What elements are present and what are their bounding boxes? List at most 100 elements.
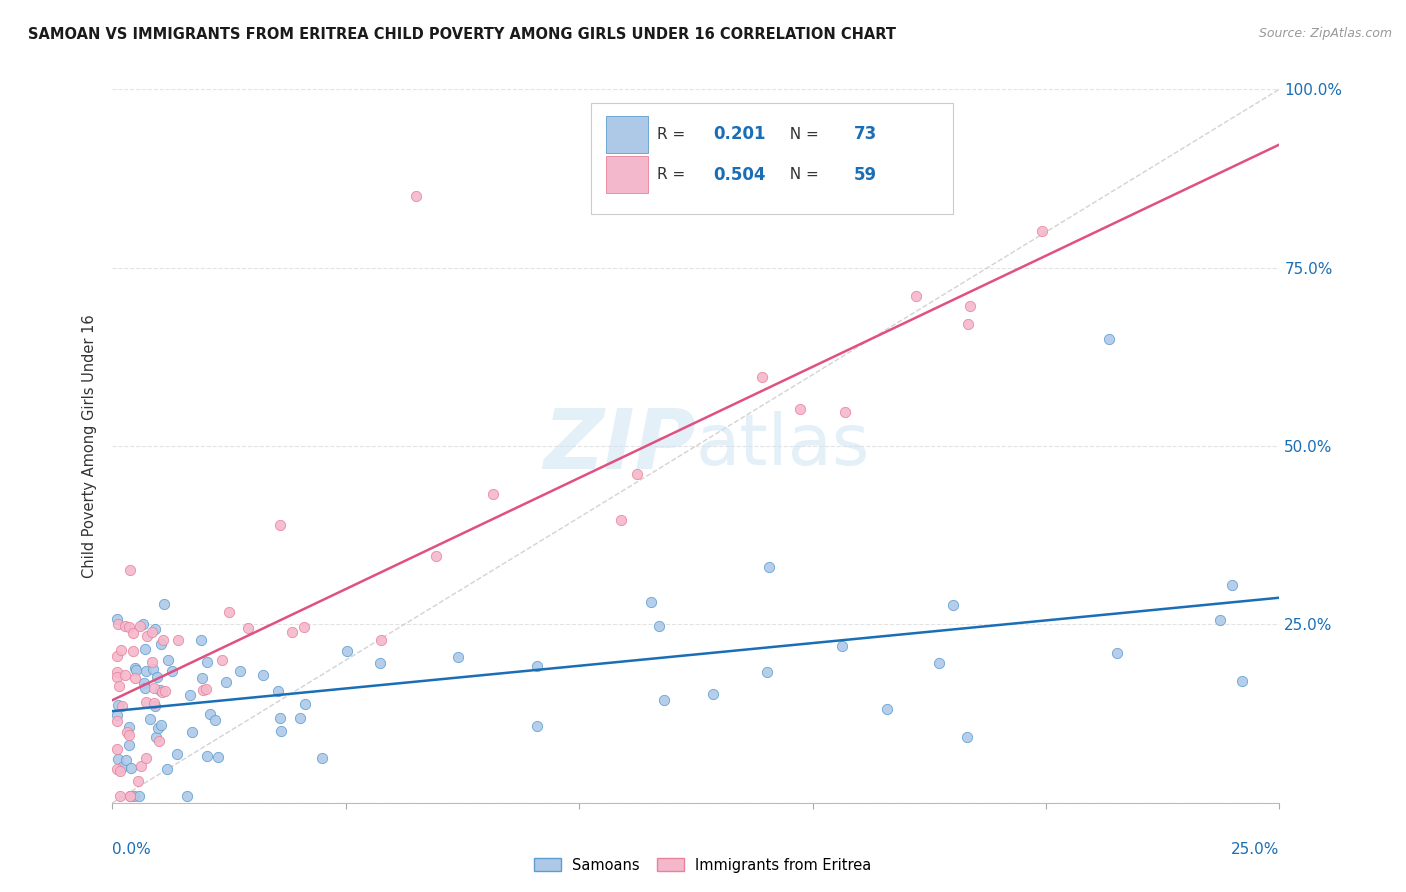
Point [156, 762, 179, 776]
Point [215, 675, 238, 690]
Point [294, 698, 316, 712]
Point [425, 549, 447, 563]
Text: 0.0%: 0.0% [112, 842, 152, 857]
Point [928, 656, 950, 670]
Point [128, 773, 150, 788]
Point [405, 189, 427, 203]
Point [105, 708, 128, 723]
Point [640, 595, 662, 609]
Point [526, 659, 548, 673]
Y-axis label: Child Poverty Among Girls Under 16: Child Poverty Among Girls Under 16 [82, 314, 97, 578]
Point [229, 664, 252, 678]
Point [136, 629, 159, 643]
Point [648, 619, 671, 633]
Point [610, 513, 633, 527]
Point [195, 748, 218, 763]
Text: 0.504: 0.504 [713, 166, 766, 184]
Point [108, 789, 131, 803]
Text: N =: N = [780, 127, 824, 142]
Point [626, 467, 648, 481]
Point [118, 728, 141, 742]
Point [134, 641, 156, 656]
Point [831, 640, 853, 654]
Point [751, 369, 773, 384]
Point [195, 682, 218, 697]
Point [143, 681, 166, 695]
Point [124, 789, 146, 803]
Point [129, 759, 152, 773]
Point [111, 760, 134, 774]
Point [1105, 646, 1128, 660]
Point [905, 289, 928, 303]
Point [153, 683, 176, 698]
Point [146, 721, 169, 735]
Point [128, 789, 150, 803]
Point [105, 741, 128, 756]
Point [142, 662, 165, 676]
Point [236, 621, 259, 635]
Point [129, 619, 152, 633]
Point [267, 684, 290, 698]
Point [141, 625, 163, 640]
Point [121, 644, 143, 658]
Point [370, 633, 392, 648]
Point [105, 763, 128, 777]
Point [1031, 224, 1053, 238]
Point [957, 317, 980, 331]
Point [280, 624, 302, 639]
Point [117, 738, 139, 752]
Point [269, 517, 291, 532]
Point [143, 699, 166, 714]
Point [124, 661, 146, 675]
Text: Source: ZipAtlas.com: Source: ZipAtlas.com [1258, 27, 1392, 40]
Point [135, 751, 157, 765]
Point [959, 299, 981, 313]
Point [114, 618, 136, 632]
Point [166, 747, 188, 762]
Point [336, 644, 359, 658]
Point [834, 405, 856, 419]
Point [118, 620, 141, 634]
Text: 59: 59 [853, 166, 876, 184]
FancyBboxPatch shape [591, 103, 953, 214]
Point [292, 620, 315, 634]
Point [105, 648, 128, 663]
Point [120, 761, 142, 775]
Point [125, 663, 148, 677]
Point [204, 713, 226, 727]
Text: R =: R = [658, 168, 690, 182]
Point [179, 688, 201, 702]
Point [270, 724, 292, 739]
Point [756, 665, 779, 679]
Point [252, 667, 274, 681]
Point [526, 719, 548, 733]
Point [145, 671, 167, 685]
Point [115, 725, 138, 739]
Text: R =: R = [658, 127, 690, 142]
Point [157, 653, 180, 667]
Text: 0.201: 0.201 [713, 125, 766, 143]
Point [108, 679, 131, 693]
Point [198, 707, 221, 722]
Point [110, 764, 132, 778]
Point [191, 682, 214, 697]
Point [1220, 578, 1243, 592]
Point [368, 656, 391, 670]
Point [134, 681, 156, 696]
Text: 25.0%: 25.0% [1232, 842, 1279, 857]
Point [482, 487, 505, 501]
Text: atlas: atlas [696, 411, 870, 481]
Point [167, 633, 190, 648]
Point [876, 701, 898, 715]
Point [150, 718, 173, 732]
Point [153, 597, 176, 611]
Point [702, 688, 724, 702]
Point [148, 733, 170, 747]
Point [152, 633, 174, 648]
FancyBboxPatch shape [606, 156, 648, 194]
Point [311, 751, 333, 765]
FancyBboxPatch shape [606, 116, 648, 153]
Point [447, 650, 470, 665]
Point [135, 695, 157, 709]
Point [135, 664, 157, 678]
